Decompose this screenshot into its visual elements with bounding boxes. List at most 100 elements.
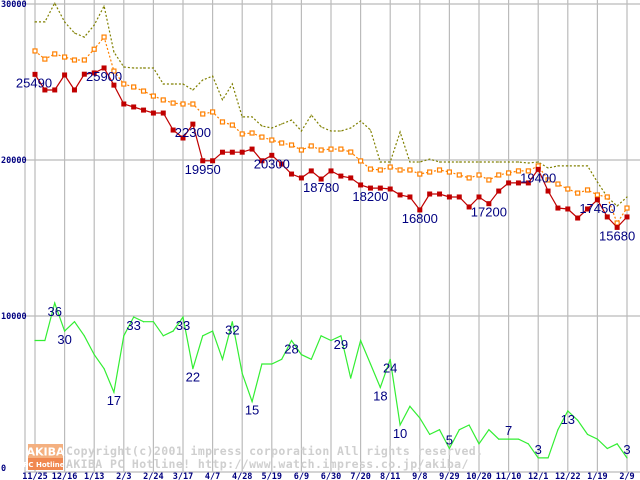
data-point-count: [182, 316, 184, 318]
data-point-average: [229, 122, 235, 128]
data-point-average: [614, 220, 620, 226]
data-point-count: [73, 321, 76, 323]
data-point-min: [328, 168, 334, 174]
data-point-min: [111, 82, 117, 88]
data-label-count: 5: [446, 433, 453, 448]
data-label-min: 17450: [579, 201, 615, 216]
data-label-count: 18: [373, 388, 387, 403]
data-point-min: [525, 180, 531, 186]
data-point-max: [478, 161, 480, 163]
data-point-count: [290, 339, 293, 342]
data-point-count: [508, 438, 510, 440]
data-point-average: [328, 146, 334, 152]
data-point-min: [614, 224, 620, 230]
data-point-count: [251, 400, 253, 403]
data-point-average: [101, 34, 107, 40]
logo-bottom-box: [28, 458, 63, 470]
x-tick-label: 7/20: [350, 472, 370, 480]
data-point-max: [192, 89, 194, 91]
data-point-max: [527, 162, 529, 164]
logo-top-text: AKIBA: [26, 446, 65, 459]
data-label-min: 18780: [303, 180, 339, 195]
data-point-count: [241, 372, 243, 374]
data-point-count: [271, 363, 273, 365]
data-point-average: [525, 168, 531, 174]
y-tick-label: 0: [1, 464, 6, 474]
data-point-count: [231, 321, 233, 323]
data-point-max: [399, 131, 401, 133]
data-point-average: [219, 119, 226, 125]
data-point-max: [172, 83, 174, 85]
data-point-count: [626, 457, 628, 459]
data-point-average: [555, 181, 561, 187]
data-point-max: [231, 83, 233, 85]
data-point-average: [496, 172, 502, 178]
x-tick-label: 1/19: [587, 472, 607, 480]
data-point-max: [271, 127, 273, 129]
data-point-min: [289, 171, 295, 177]
x-tick-label: 8/11: [380, 472, 400, 480]
data-point-min: [476, 194, 482, 200]
data-point-min: [190, 121, 196, 127]
data-point-max: [389, 161, 391, 163]
data-label-count: 24: [383, 360, 397, 375]
data-label-min: 25900: [86, 69, 122, 84]
data-point-max: [182, 83, 184, 85]
data-point-min: [131, 104, 137, 110]
data-point-max: [498, 161, 500, 163]
data-point-count: [113, 391, 115, 393]
x-tick-label: 12/1: [528, 472, 548, 480]
x-tick-label: 6/30: [321, 472, 341, 480]
data-point-count: [537, 457, 539, 459]
data-point-count: [498, 438, 500, 440]
data-point-min: [446, 194, 452, 200]
data-point-min: [249, 146, 255, 152]
data-point-max: [142, 67, 145, 69]
data-point-max: [577, 165, 579, 167]
data-point-average: [259, 134, 265, 140]
data-point-average: [131, 84, 137, 90]
data-point-min: [604, 214, 610, 220]
data-point-average: [121, 81, 127, 87]
data-point-min: [358, 182, 364, 188]
data-point-count: [438, 429, 441, 431]
data-point-average: [506, 170, 512, 176]
data-label-min: 22300: [175, 125, 211, 140]
data-point-min: [456, 194, 462, 200]
x-tick-label: 4/28: [232, 472, 252, 480]
data-point-max: [281, 123, 283, 125]
data-point-average: [318, 147, 324, 153]
data-point-max: [429, 158, 431, 160]
x-tick-label: 9/29: [439, 472, 459, 480]
data-point-average: [111, 68, 117, 74]
data-point-max: [626, 196, 628, 198]
data-point-count: [261, 363, 263, 365]
data-label-min: 19400: [520, 170, 556, 185]
data-point-min: [308, 168, 314, 174]
data-point-max: [202, 79, 204, 81]
data-point-count: [369, 363, 372, 365]
data-point-average: [367, 166, 374, 172]
data-point-average: [91, 46, 97, 52]
data-point-average: [210, 109, 216, 115]
data-point-average: [150, 93, 156, 99]
data-point-min: [545, 188, 551, 194]
data-point-average: [190, 101, 196, 107]
data-point-min: [565, 206, 571, 212]
data-point-count: [517, 438, 520, 440]
series-layer: [32, 1, 630, 459]
data-point-count: [596, 438, 599, 440]
data-point-min: [348, 175, 354, 181]
data-point-min: [555, 205, 561, 211]
data-point-min: [506, 180, 512, 186]
data-point-average: [170, 100, 176, 106]
data-label-min: 16800: [402, 211, 438, 226]
data-point-average: [298, 147, 304, 153]
data-point-min: [121, 101, 127, 107]
data-point-max: [547, 167, 549, 169]
data-point-max: [419, 161, 421, 163]
data-point-average: [377, 167, 383, 173]
x-tick-label: 3/17: [173, 472, 193, 480]
data-label-count: 10: [393, 426, 407, 441]
y-tick-label: 20000: [1, 156, 27, 166]
